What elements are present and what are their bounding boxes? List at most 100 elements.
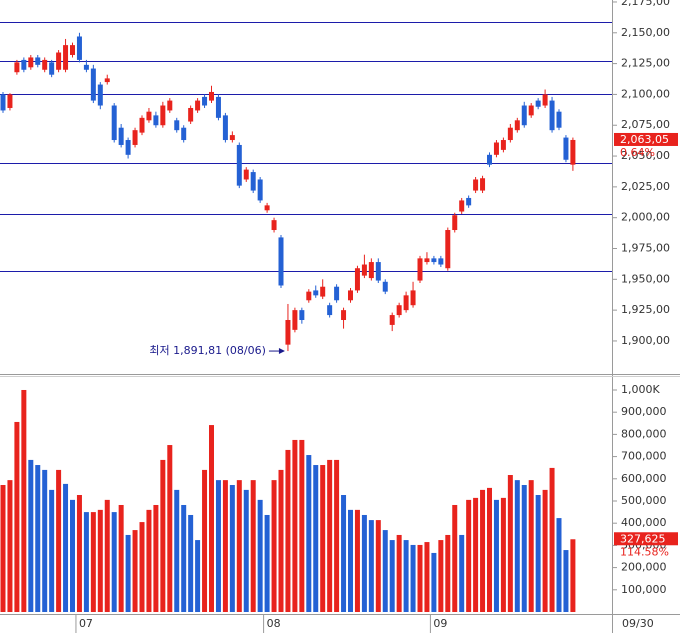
volume-bar (90, 512, 96, 612)
candle-body (382, 281, 388, 292)
candle-body (507, 127, 513, 141)
candle-body (292, 310, 298, 330)
volume-bar (174, 489, 180, 612)
candle-body (487, 154, 492, 165)
volume-bar (306, 455, 312, 612)
candle-body (111, 105, 117, 141)
volume-bar (146, 509, 152, 612)
candle-body (167, 100, 173, 111)
candle-body (222, 115, 228, 141)
volume-bar (334, 459, 340, 612)
candle-body (188, 107, 194, 122)
candle-body (35, 57, 41, 65)
candle-body (535, 100, 541, 107)
volume-bar (243, 489, 249, 612)
volume-bar (278, 469, 284, 612)
candle-body (327, 305, 333, 316)
candle-body (396, 305, 402, 316)
volume-bar (49, 489, 55, 612)
candle-body (7, 94, 13, 108)
candle-body (132, 130, 138, 145)
volume-bar (35, 465, 41, 612)
volume-bar (417, 544, 423, 612)
candle-body (104, 78, 110, 83)
volume-bar (556, 518, 562, 612)
candle-body (0, 94, 6, 111)
candle-body (556, 111, 562, 128)
candle-body (466, 197, 472, 206)
y-tick-label: 2,150,00 (621, 26, 670, 39)
volume-bar (21, 389, 27, 612)
candle-body (389, 315, 395, 325)
volume-bar (97, 509, 103, 612)
volume-bar (76, 494, 82, 612)
x-tick-label: 07 (79, 617, 93, 630)
candle-body (83, 64, 89, 70)
volume-bar (111, 512, 117, 612)
candle-body (125, 140, 131, 155)
volume-bar (327, 459, 333, 612)
candle-body (341, 310, 347, 320)
volume-bar (473, 497, 479, 612)
volume-bar (139, 522, 145, 612)
volume-bar (188, 514, 194, 612)
candle-body (403, 295, 409, 311)
candle-body (563, 137, 569, 160)
candle-body (76, 36, 82, 60)
volume-bar (14, 421, 20, 612)
y-tick-label: 1,000K (621, 383, 660, 396)
candle-body (42, 59, 48, 70)
volume-bar (500, 497, 506, 612)
candle-body (514, 120, 520, 131)
y-tick-label: 1,925,00 (621, 303, 670, 316)
candle-body (174, 120, 180, 131)
candle-body (28, 57, 34, 68)
volume-bar (320, 465, 326, 612)
annotation-arrowhead (278, 348, 285, 355)
candle-body (459, 200, 465, 212)
volume-bar (410, 544, 416, 612)
y-tick-label: 2,125,00 (621, 57, 670, 70)
volume-bar (56, 469, 62, 612)
y-tick-label: 600,000 (621, 472, 667, 485)
volume-bar (348, 509, 353, 612)
volume-bar (209, 425, 214, 612)
candle-body (500, 140, 506, 150)
volume-bar (403, 540, 409, 612)
candle-body (278, 237, 284, 286)
date-label: 09/30 (622, 617, 654, 630)
y-tick-label: 1,950,00 (621, 272, 670, 285)
candle-body (236, 144, 242, 186)
candle-body (160, 105, 166, 126)
candle-body (320, 286, 326, 297)
x-tick-label: 09 (433, 617, 447, 630)
candle-body (368, 262, 374, 279)
candle-body (70, 45, 75, 55)
candle-body (431, 258, 437, 263)
y-tick-label: 100,000 (621, 583, 667, 596)
candle-body (480, 178, 486, 191)
volume-bar (7, 480, 13, 612)
volume-change-label: 114.58% (620, 545, 669, 558)
volume-bar (153, 504, 159, 612)
volume-bar (215, 480, 221, 612)
volume-bar (70, 499, 75, 612)
volume-bar (521, 485, 527, 612)
volume-bar (341, 494, 347, 612)
candle-body (181, 127, 187, 141)
volume-bar (452, 504, 458, 612)
volume-bar (42, 469, 48, 612)
volume-bar (375, 520, 381, 612)
volume-bar (63, 483, 69, 612)
volume-box (614, 532, 678, 546)
candle-body (313, 290, 319, 296)
candle-body (21, 59, 27, 70)
candle-body (542, 94, 548, 106)
y-tick-label: 500,000 (621, 494, 667, 507)
x-tick-label: 08 (267, 617, 281, 630)
candle-body (493, 142, 499, 155)
volume-bar (264, 514, 270, 612)
volume-bar (487, 487, 492, 612)
volume-bar (313, 465, 319, 612)
